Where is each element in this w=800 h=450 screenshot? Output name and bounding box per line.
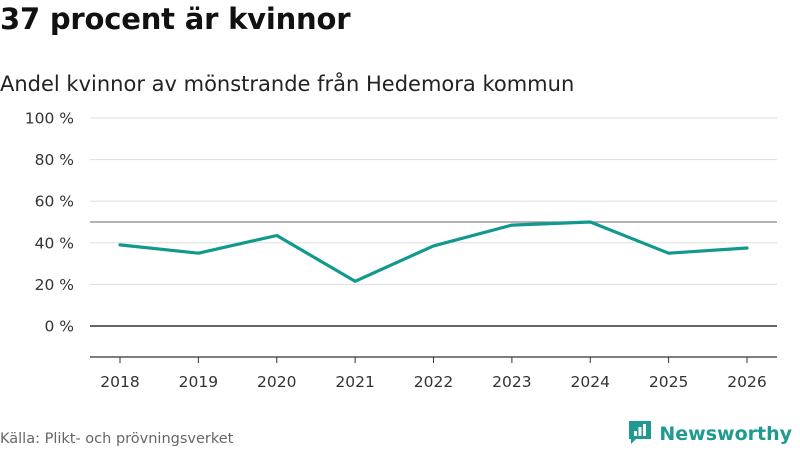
y-tick-label-0: 0 % xyxy=(44,318,74,336)
source-note: Källa: Plikt- och prövningsverket xyxy=(0,431,234,447)
chart-title: 37 procent är kvinnor xyxy=(0,2,351,36)
series-line-0 xyxy=(118,220,749,283)
y-tick-label-60: 60 % xyxy=(35,193,74,211)
x-tick-label-2019: 2019 xyxy=(179,373,218,391)
x-tick-label-2021: 2021 xyxy=(335,373,374,391)
x-tick-label-2022: 2022 xyxy=(414,373,453,391)
x-tick-label-2020: 2020 xyxy=(257,373,296,391)
grid-layer xyxy=(90,117,777,285)
y-tick-label-80: 80 % xyxy=(35,151,74,169)
y-tick-label-20: 20 % xyxy=(35,276,74,294)
x-tick-label-2018: 2018 xyxy=(100,373,139,391)
brand-name: Newsworthy xyxy=(659,423,792,445)
x-tick-label-2026: 2026 xyxy=(727,373,766,391)
brand-logo[interactable]: Newsworthy xyxy=(627,421,792,447)
x-axis: 2018 2019 2020 2021 2022 2023 2024 2025 2026 xyxy=(90,356,777,391)
x-tick-label-2023: 2023 xyxy=(492,373,531,391)
y-axis: 0 % 20 % 40 % 60 % 80 % 100 % xyxy=(25,110,74,336)
series-layer xyxy=(118,220,749,283)
y-tick-label-40: 40 % xyxy=(35,234,74,252)
x-tick-label-2025: 2025 xyxy=(649,373,688,391)
newsworthy-logo-icon xyxy=(627,419,653,449)
chart-subtitle: Andel kvinnor av mönstrande från Hedemor… xyxy=(0,72,575,96)
x-tick-label-2024: 2024 xyxy=(571,373,610,391)
reference-layer xyxy=(90,221,777,327)
y-tick-label-100: 100 % xyxy=(25,110,74,128)
